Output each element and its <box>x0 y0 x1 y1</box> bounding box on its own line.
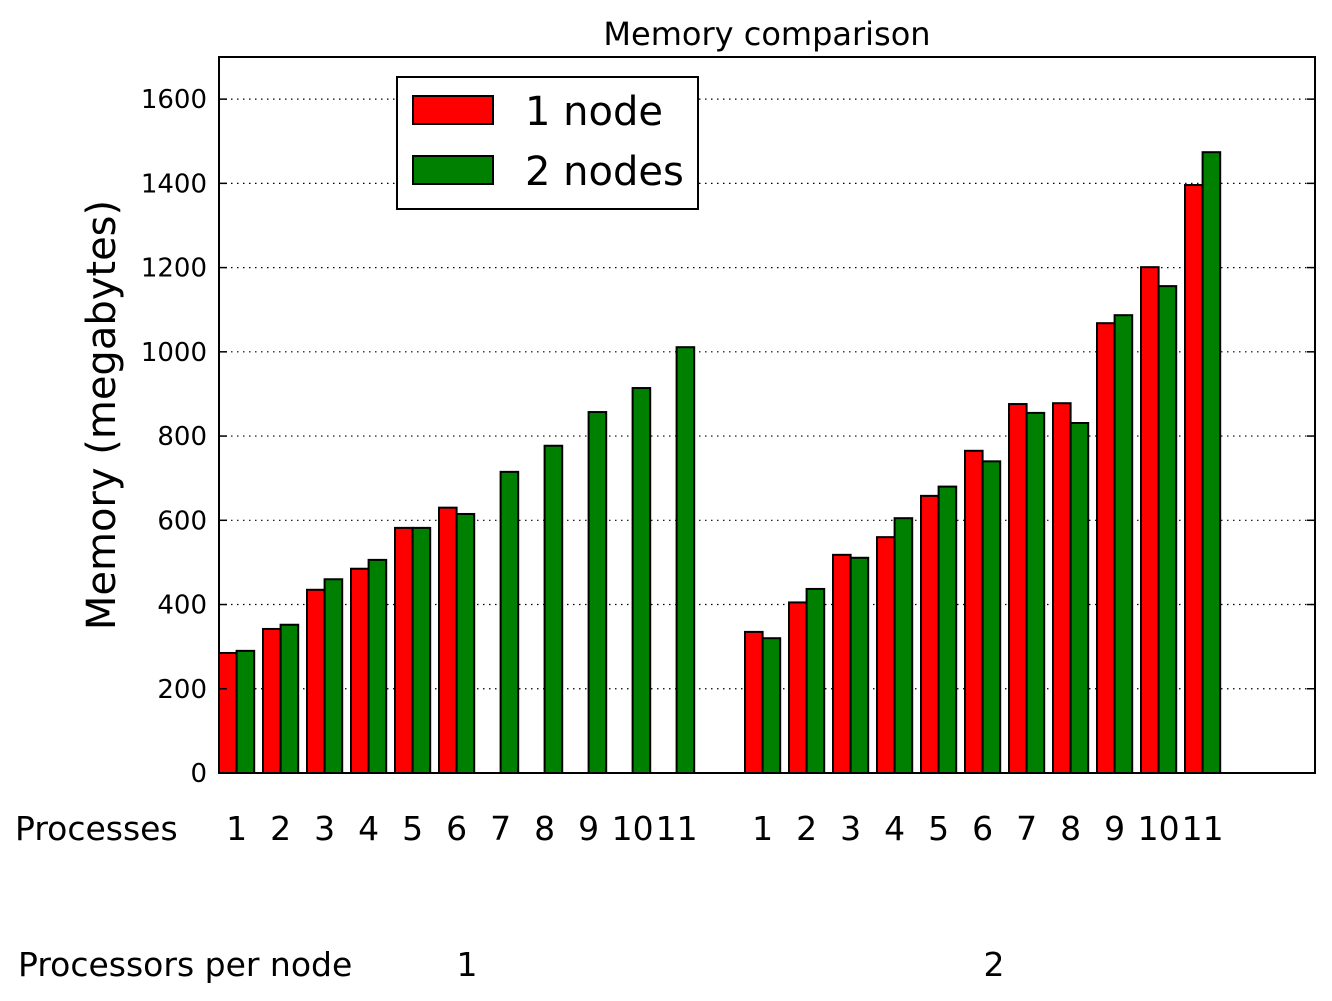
bar-1-node <box>788 601 808 774</box>
bars <box>218 151 1222 775</box>
y-tick-label: 200 <box>157 675 207 705</box>
x-tick-label-processes: 11 <box>656 809 698 848</box>
bar-1-node <box>218 651 238 775</box>
bar-2-nodes <box>455 512 476 774</box>
bar-2-nodes <box>1025 411 1046 774</box>
bar-2-nodes <box>323 578 344 775</box>
bar-2-nodes <box>675 346 696 774</box>
processes-row-label: Processes <box>15 809 178 848</box>
bar-1-node <box>1140 266 1160 774</box>
x-tick-label-processes: 4 <box>358 809 379 848</box>
bar-2-nodes <box>1113 314 1134 774</box>
y-tick-label: 1200 <box>141 254 207 284</box>
legend-label-2-nodes: 2 nodes <box>525 149 684 195</box>
x-axis-ticks: 1 2 3 4 5 6 7 8 9 10 11 1 2 3 4 5 6 7 8 9 10 11 <box>226 809 1224 848</box>
bar-2-nodes <box>367 558 388 774</box>
bar-2-nodes <box>937 485 958 774</box>
bar-1-node <box>262 627 282 774</box>
legend-label-1-node: 1 node <box>525 89 663 135</box>
x-tick-label-processes: 5 <box>928 809 949 848</box>
y-axis-ticks: 0 200 400 600 800 1000 1200 1400 1600 <box>141 85 1315 789</box>
x-tick-label-processes: 1 <box>226 809 247 848</box>
bar-1-node <box>832 553 852 774</box>
x-tick-label-processes: 11 <box>1182 809 1224 848</box>
legend: 1 node 2 nodes <box>396 76 699 210</box>
x-tick-label-processes: 10 <box>612 809 654 848</box>
bar-2-nodes <box>1201 151 1222 775</box>
bar-2-nodes <box>411 526 432 775</box>
x-tick-label-processes: 6 <box>446 809 467 848</box>
bar-1-node <box>306 588 326 774</box>
bar-2-nodes <box>499 470 520 774</box>
legend-swatch-1-node <box>412 95 494 125</box>
x-tick-label-processes: 7 <box>490 809 511 848</box>
x-tick-label-processes: 8 <box>1060 809 1081 848</box>
bar-1-node <box>1184 184 1204 774</box>
bar-2-nodes <box>761 637 782 774</box>
x-tick-label-processes: 10 <box>1138 809 1180 848</box>
bar-2-nodes <box>1157 285 1178 774</box>
x-tick-label-processes: 1 <box>752 809 773 848</box>
chart-title: Memory comparison <box>603 15 930 53</box>
y-axis-label: Memory (megabytes) <box>79 200 125 630</box>
bar-1-node <box>1008 403 1028 774</box>
bar-2-nodes <box>849 556 870 774</box>
bar-1-node <box>438 506 458 774</box>
x-tick-label-processes: 3 <box>314 809 335 848</box>
bar-1-node <box>1096 322 1116 774</box>
y-tick-label: 0 <box>190 759 207 789</box>
x-tick-label-processes: 7 <box>1016 809 1037 848</box>
y-tick-label: 600 <box>157 506 207 536</box>
bar-1-node <box>394 526 414 775</box>
x-tick-label-processes: 6 <box>972 809 993 848</box>
y-tick-label: 1600 <box>141 85 207 115</box>
bar-1-node <box>920 494 940 774</box>
legend-swatch-2-nodes <box>412 155 494 185</box>
bar-2-nodes <box>631 387 652 774</box>
x-tick-label-processes: 8 <box>534 809 555 848</box>
y-tick-label: 1400 <box>141 169 207 199</box>
bar-1-node <box>964 449 984 774</box>
bar-1-node <box>876 536 896 774</box>
bar-1-node <box>1052 402 1072 774</box>
bar-2-nodes <box>805 587 826 774</box>
group-label-processors-per-node: 1 <box>457 945 478 984</box>
y-tick-label: 800 <box>157 422 207 452</box>
bar-2-nodes <box>893 517 914 774</box>
plot-frame <box>218 56 1316 774</box>
x-tick-label-processes: 2 <box>270 809 291 848</box>
x-tick-label-processes: 3 <box>840 809 861 848</box>
x-tick-label-processes: 9 <box>578 809 599 848</box>
x-tick-label-processes: 4 <box>884 809 905 848</box>
y-tick-label: 400 <box>157 591 207 621</box>
processors-per-node-row-label: Processors per node <box>18 945 352 984</box>
bar-2-nodes <box>543 444 564 774</box>
bar-1-node <box>350 567 370 775</box>
bar-2-nodes <box>981 460 1002 774</box>
y-tick-label: 1000 <box>141 338 207 368</box>
x-tick-label-processes: 9 <box>1104 809 1125 848</box>
bar-2-nodes <box>587 411 608 774</box>
bar-2-nodes <box>235 649 256 774</box>
bar-1-node <box>744 630 764 774</box>
bar-2-nodes <box>279 623 300 775</box>
bar-2-nodes <box>1069 422 1090 774</box>
x-tick-label-processes: 5 <box>402 809 423 848</box>
x-tick-label-processes: 2 <box>796 809 817 848</box>
group-label-processors-per-node: 2 <box>984 945 1005 984</box>
